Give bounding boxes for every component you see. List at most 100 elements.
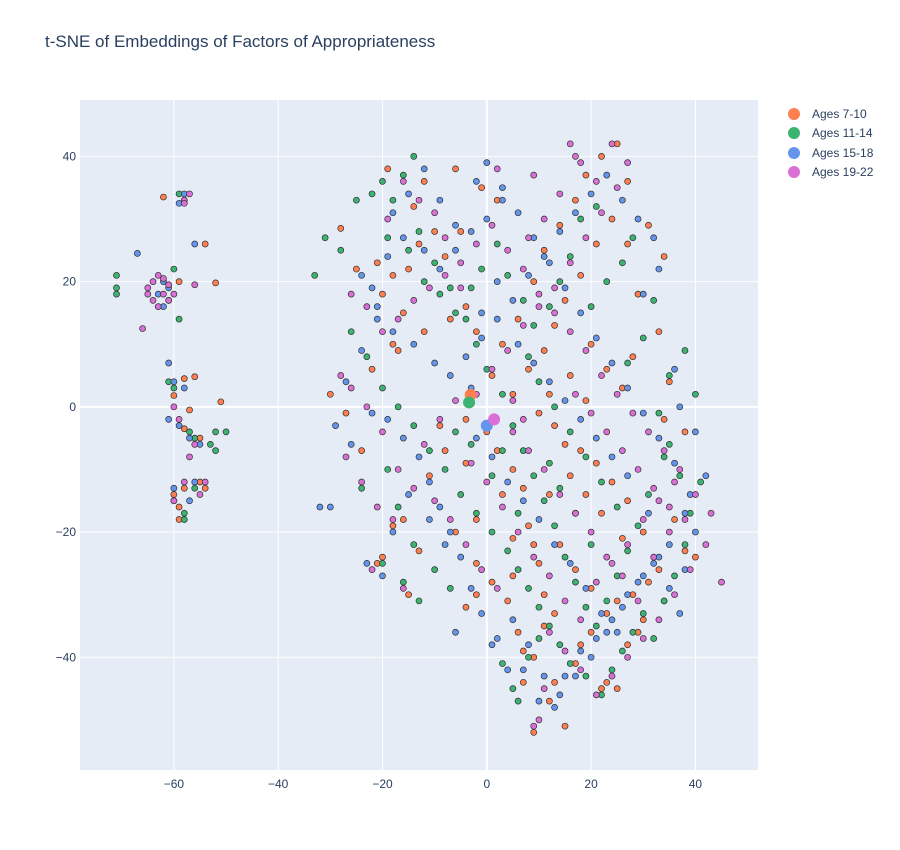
data-point[interactable] — [478, 184, 485, 192]
data-point[interactable] — [488, 641, 496, 649]
centroid-point[interactable] — [488, 413, 501, 426]
data-point[interactable] — [457, 259, 465, 267]
data-point[interactable] — [582, 603, 590, 611]
data-point[interactable] — [379, 553, 386, 561]
data-point[interactable] — [410, 153, 418, 160]
data-point[interactable] — [186, 434, 193, 442]
data-point[interactable] — [587, 653, 595, 661]
data-point[interactable] — [561, 722, 569, 730]
data-point[interactable] — [462, 415, 470, 423]
data-point[interactable] — [540, 347, 548, 354]
data-point[interactable] — [692, 553, 699, 561]
data-point[interactable] — [681, 541, 689, 548]
data-point[interactable] — [551, 610, 558, 617]
data-point[interactable] — [655, 409, 663, 417]
data-point[interactable] — [186, 428, 193, 436]
data-point[interactable] — [540, 497, 548, 505]
data-point[interactable] — [551, 704, 558, 711]
data-point[interactable] — [514, 315, 522, 323]
data-point[interactable] — [692, 428, 699, 436]
data-point[interactable] — [321, 234, 329, 242]
data-point[interactable] — [582, 397, 590, 404]
data-point[interactable] — [525, 234, 532, 242]
data-point[interactable] — [650, 553, 658, 561]
data-point[interactable] — [337, 225, 345, 232]
data-point[interactable] — [718, 578, 725, 586]
data-point[interactable] — [342, 453, 350, 461]
data-point[interactable] — [509, 422, 517, 429]
data-point[interactable] — [566, 253, 574, 260]
data-point[interactable] — [592, 203, 600, 210]
data-point[interactable] — [400, 578, 407, 586]
data-point[interactable] — [639, 572, 647, 580]
data-point[interactable] — [535, 303, 543, 310]
data-point[interactable] — [457, 553, 465, 561]
data-point[interactable] — [400, 434, 407, 442]
data-point[interactable] — [509, 397, 517, 404]
data-point[interactable] — [519, 666, 527, 674]
data-point[interactable] — [358, 271, 365, 279]
data-point[interactable] — [572, 566, 579, 573]
data-point[interactable] — [592, 178, 600, 185]
data-point[interactable] — [530, 322, 538, 329]
data-point[interactable] — [337, 246, 345, 254]
data-point[interactable] — [384, 234, 392, 242]
data-point[interactable] — [639, 610, 647, 617]
data-point[interactable] — [473, 560, 480, 567]
data-point[interactable] — [191, 281, 199, 289]
data-point[interactable] — [577, 271, 585, 279]
data-point[interactable] — [191, 373, 199, 381]
data-point[interactable] — [697, 478, 704, 486]
data-point[interactable] — [191, 484, 199, 492]
data-point[interactable] — [671, 591, 678, 599]
data-point[interactable] — [326, 390, 334, 398]
data-point[interactable] — [598, 509, 605, 517]
data-point[interactable] — [624, 591, 631, 599]
data-point[interactable] — [639, 409, 647, 417]
data-point[interactable] — [368, 284, 376, 292]
data-point[interactable] — [519, 647, 527, 655]
data-point[interactable] — [504, 547, 512, 555]
data-point[interactable] — [405, 246, 412, 254]
data-point[interactable] — [540, 246, 548, 254]
data-point[interactable] — [577, 415, 585, 423]
data-point[interactable] — [624, 547, 631, 555]
data-point[interactable] — [665, 503, 673, 511]
data-point[interactable] — [436, 415, 444, 423]
data-point[interactable] — [504, 666, 512, 674]
data-point[interactable] — [525, 353, 532, 361]
data-point[interactable] — [665, 378, 673, 386]
data-point[interactable] — [634, 597, 642, 605]
data-point[interactable] — [446, 516, 454, 523]
data-point[interactable] — [556, 484, 564, 492]
data-point[interactable] — [603, 597, 611, 605]
data-point[interactable] — [582, 171, 590, 179]
data-point[interactable] — [446, 284, 454, 292]
data-point[interactable] — [619, 572, 626, 580]
data-point[interactable] — [410, 340, 418, 348]
data-point[interactable] — [540, 685, 548, 692]
data-point[interactable] — [519, 265, 527, 273]
data-point[interactable] — [504, 246, 512, 254]
data-point[interactable] — [499, 491, 506, 498]
data-point[interactable] — [420, 246, 428, 254]
data-point[interactable] — [619, 196, 626, 204]
data-point[interactable] — [639, 528, 647, 536]
data-point[interactable] — [655, 434, 663, 442]
data-point[interactable] — [660, 253, 668, 260]
data-point[interactable] — [201, 484, 209, 492]
data-point[interactable] — [410, 422, 418, 429]
centroid-markers[interactable] — [463, 388, 501, 432]
data-point[interactable] — [514, 340, 522, 348]
data-point[interactable] — [488, 528, 496, 536]
data-point[interactable] — [608, 672, 616, 680]
data-point[interactable] — [180, 375, 188, 382]
data-point[interactable] — [170, 378, 178, 386]
data-point[interactable] — [530, 541, 538, 548]
data-point[interactable] — [384, 466, 392, 473]
data-point[interactable] — [572, 209, 579, 217]
data-point[interactable] — [394, 466, 402, 473]
data-point[interactable] — [556, 190, 564, 198]
data-point[interactable] — [326, 503, 334, 511]
